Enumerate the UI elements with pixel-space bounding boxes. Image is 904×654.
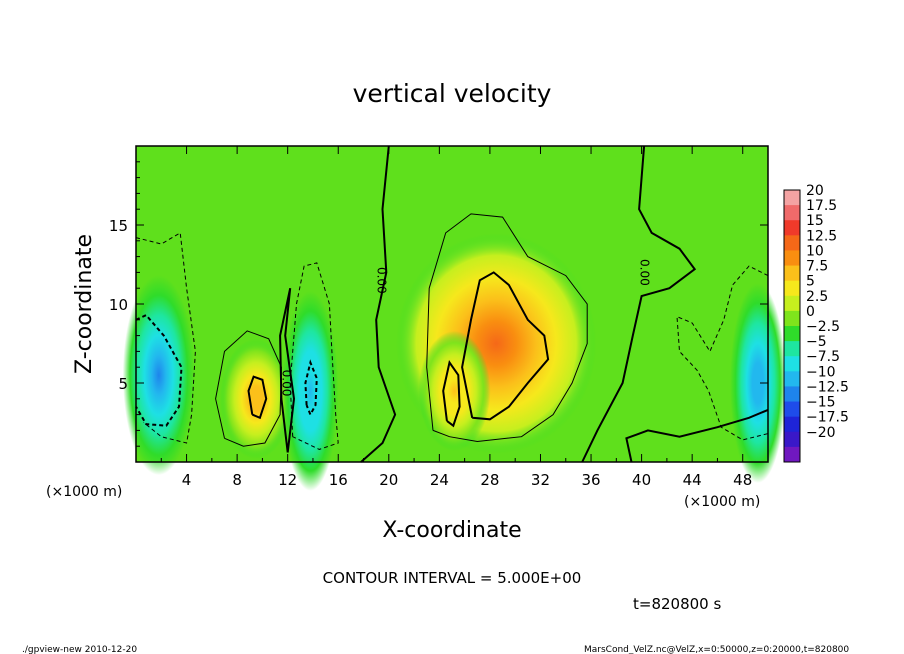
x-tick-label: 36: [581, 471, 600, 489]
x-tick-label: 48: [733, 471, 752, 489]
chart-title: vertical velocity: [353, 79, 552, 108]
colorbar-swatch: [784, 431, 800, 448]
x-tick-label: 12: [278, 471, 297, 489]
colorbar-label: 12.5: [806, 228, 837, 244]
contour-interval: CONTOUR INTERVAL = 5.000E+00: [323, 569, 582, 587]
downdraft-region: [729, 283, 786, 483]
downdraft-region: [122, 275, 195, 476]
y-axis-label: Z-coordinate: [72, 234, 97, 374]
contour-line-10: [461, 271, 550, 421]
colorbar-swatch: [784, 190, 800, 206]
y-tick-label: 15: [109, 217, 128, 235]
heatmap-plot-area: 0.00 0.00 0.00: [122, 145, 786, 491]
colorbar-label: −20: [806, 425, 836, 441]
colorbar-label: −15: [806, 395, 836, 411]
contour-line-10-left: [247, 375, 268, 420]
colorbar-label: 20: [806, 183, 824, 199]
contour-lines: 0.00 0.00 0.00: [135, 145, 769, 463]
colorbar-label: 10: [806, 243, 824, 259]
colorbar-swatch: [784, 250, 800, 267]
dashed-contour-mid: [289, 262, 339, 450]
x-tick-label: 28: [480, 471, 499, 489]
colorbar-swatch: [784, 265, 800, 282]
colorbar-swatch: [784, 205, 800, 221]
x-unit-right: (×1000 m): [684, 494, 760, 510]
contour-label: 0.00: [637, 259, 651, 286]
x-axis-label: X-coordinate: [382, 518, 521, 543]
colorbar-swatch: [784, 220, 800, 236]
x-tick-label: 20: [379, 471, 398, 489]
colorbar-label: −10: [806, 364, 836, 380]
colorbar-label: 15: [806, 213, 824, 229]
colorbar-swatch: [784, 371, 800, 387]
contour-label: 0.00: [374, 267, 388, 294]
contour-label: 0.00: [280, 370, 294, 397]
contour-line-10-mid: [442, 360, 461, 428]
colorbar-swatch: [784, 235, 800, 251]
x-tick-label: 44: [683, 471, 702, 489]
colorbar-swatch: [784, 386, 800, 403]
colorbar-label: −17.5: [806, 410, 849, 426]
contour-line-5: [426, 213, 588, 443]
colorbar-swatch: [784, 356, 800, 372]
x-axis: 4 8 12 16 20 24 28 32 36 40 44 48: [160, 146, 752, 489]
x-tick-label: 24: [430, 471, 449, 489]
x-tick-label: 40: [632, 471, 651, 489]
x-unit-left: (×1000 m): [46, 484, 122, 500]
colorbar-swatch: [784, 295, 800, 312]
velocity-field: [122, 233, 786, 491]
y-tick-label: 10: [109, 296, 128, 314]
updraft-region: [220, 338, 293, 459]
colorbar-label: 5: [806, 274, 815, 290]
zero-contour-2: [581, 145, 697, 463]
zero-contour-3: [279, 287, 296, 453]
colorbar-label: −7.5: [806, 349, 840, 365]
footer-left: ./gpview-new 2010-12-20: [22, 645, 137, 654]
colorbar-label: −2.5: [806, 319, 840, 335]
updraft-region: [418, 330, 491, 451]
colorbar: 2017.51512.5107.552.50−2.5−5−7.5−10−12.5…: [783, 183, 849, 463]
colorbar-swatch: [784, 416, 800, 433]
colorbar-swatch: [784, 280, 800, 297]
colorbar-swatch: [784, 446, 800, 463]
footer-right: MarsCond_VelZ.nc@VelZ,x=0:50000,z=0:2000…: [584, 645, 849, 654]
colorbar-label: 2.5: [806, 289, 828, 305]
zero-contour-1: [360, 145, 397, 463]
colorbar-label: 17.5: [806, 198, 837, 214]
colorbar-swatch: [784, 401, 800, 418]
colorbar-swatch: [784, 310, 800, 327]
downdraft-region: [282, 290, 339, 491]
contour-line-5-left: [215, 330, 282, 447]
dashed-contour-left-10: [135, 313, 183, 427]
colorbar-swatch: [784, 341, 800, 357]
x-tick-label: 32: [531, 471, 550, 489]
dashed-contour-mid-10: [304, 359, 318, 417]
colorbar-label: 7.5: [806, 259, 828, 275]
colorbar-label: −12.5: [806, 379, 849, 395]
colorbar-swatch: [784, 326, 800, 342]
time-stamp: t=820800 s: [633, 595, 721, 613]
dashed-contour-right: [676, 265, 769, 441]
y-axis: 5 10 15: [109, 161, 768, 447]
colorbar-frame: [783, 189, 801, 463]
x-tick-label: 16: [329, 471, 348, 489]
zero-contour-4: [625, 408, 769, 463]
colorbar-label: 0: [806, 304, 815, 320]
colorbar-label: −5: [806, 334, 827, 350]
x-tick-label: 8: [232, 471, 242, 489]
x-tick-label: 4: [182, 471, 192, 489]
y-tick-label: 5: [118, 375, 128, 393]
